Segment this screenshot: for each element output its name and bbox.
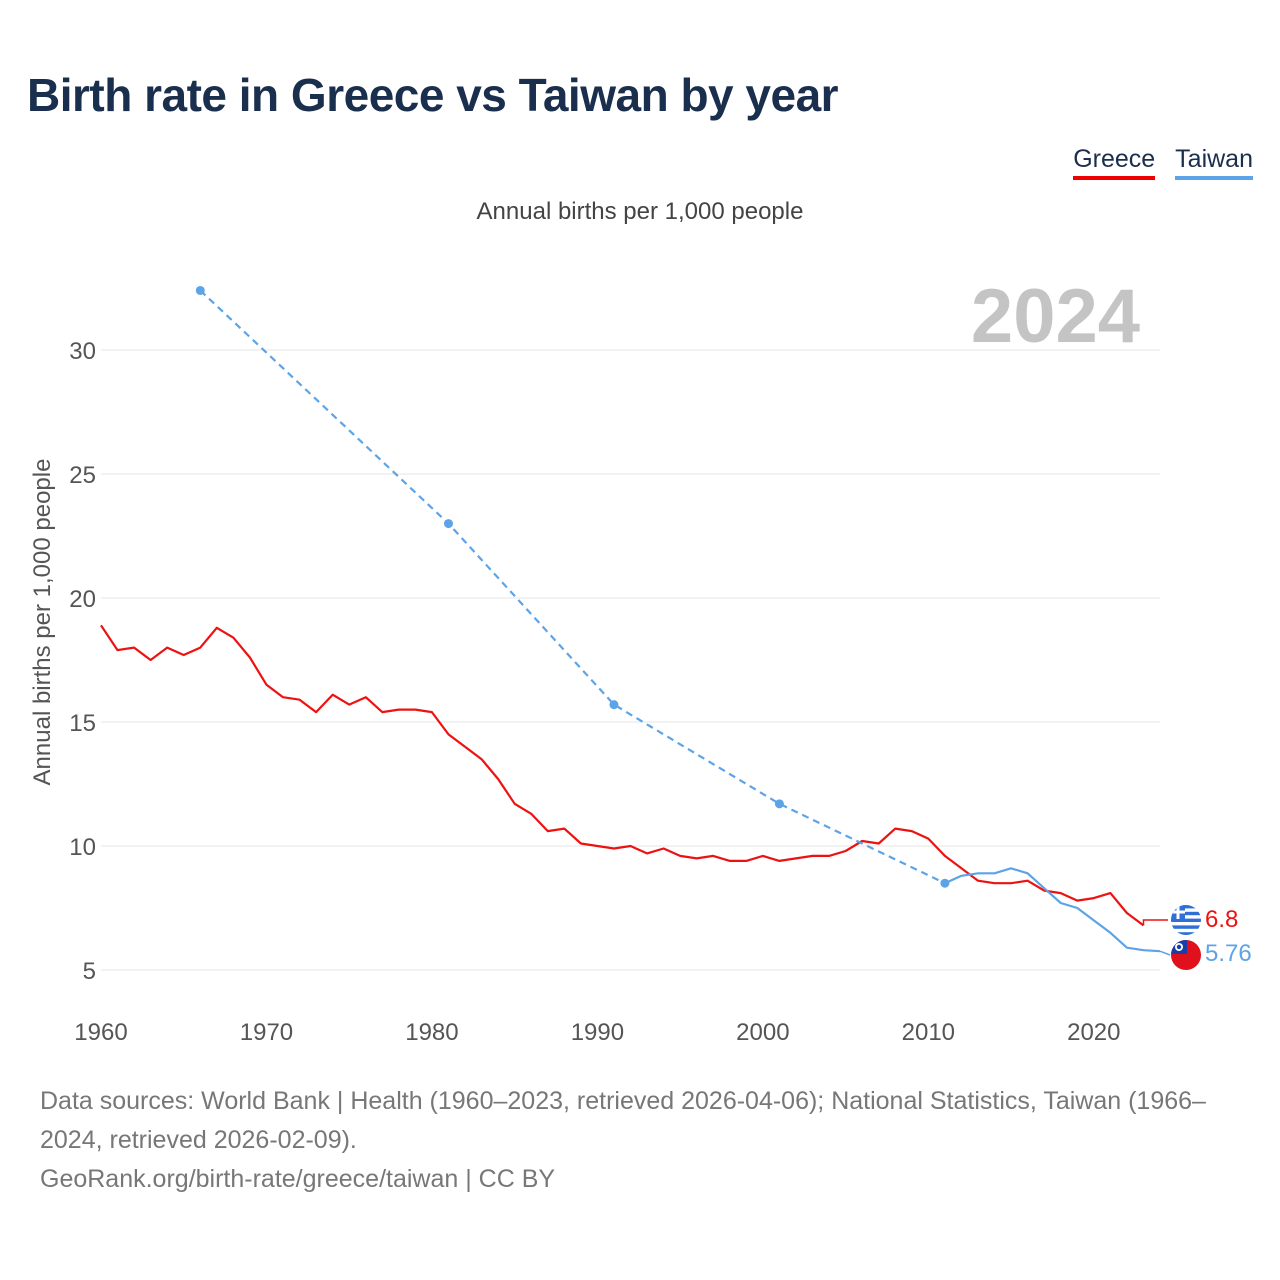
taiwan-series-dashed-line <box>199 289 946 885</box>
footer: Data sources: World Bank | Health (1960–… <box>40 1082 1250 1199</box>
legend: Greece Taiwan <box>1073 145 1253 180</box>
greece-series-line <box>100 624 1145 927</box>
x-tick-label: 2010 <box>902 1019 955 1046</box>
y-tick-label: 15 <box>69 710 96 737</box>
taiwan-data-point[interactable] <box>940 878 950 888</box>
taiwan-data-point[interactable] <box>443 519 453 529</box>
credit-link[interactable]: GeoRank.org/birth-rate/greece/taiwan | C… <box>40 1165 556 1193</box>
year-watermark: 2024 <box>971 274 1140 359</box>
x-tick-label: 2020 <box>1067 1019 1120 1046</box>
y-tick-label: 25 <box>69 462 96 489</box>
data-sources: Data sources: World Bank | Health (1960–… <box>40 1087 1206 1154</box>
series-layer <box>100 285 1171 956</box>
y-tick-label: 20 <box>69 586 96 613</box>
legend-item-greece[interactable]: Greece <box>1073 145 1156 180</box>
chart-subtitle: Annual births per 1,000 people <box>476 198 804 225</box>
y-tick-label: 30 <box>69 338 96 365</box>
greece-label-connector <box>1142 919 1168 926</box>
taiwan-series-line <box>944 867 1161 953</box>
x-tick-label: 2000 <box>736 1019 789 1046</box>
taiwan-label-connector <box>1159 950 1171 956</box>
taiwan-data-point[interactable] <box>195 285 205 295</box>
y-axis-label: Annual births per 1,000 people <box>29 459 56 786</box>
taiwan-data-point[interactable] <box>609 700 619 710</box>
grid: 5 10 15 20 25 30 1960 1970 1980 1990 2000 2010 2020 <box>69 338 1160 1046</box>
x-tick-label: 1960 <box>74 1019 127 1046</box>
x-tick-label: 1970 <box>240 1019 293 1046</box>
x-tick-label: 1990 <box>571 1019 624 1046</box>
taiwan-flag-icon <box>1171 940 1201 970</box>
x-tick-label: 1980 <box>405 1019 458 1046</box>
greece-flag-icon <box>1171 905 1201 935</box>
y-tick-label: 10 <box>69 834 96 861</box>
taiwan-end-value: 5.76 <box>1205 940 1252 967</box>
taiwan-data-point[interactable] <box>774 799 784 809</box>
legend-item-taiwan[interactable]: Taiwan <box>1175 145 1253 180</box>
y-tick-label: 5 <box>83 958 96 985</box>
chart-title: Birth rate in Greece vs Taiwan by year <box>27 69 839 121</box>
greece-end-value: 6.8 <box>1205 906 1238 933</box>
